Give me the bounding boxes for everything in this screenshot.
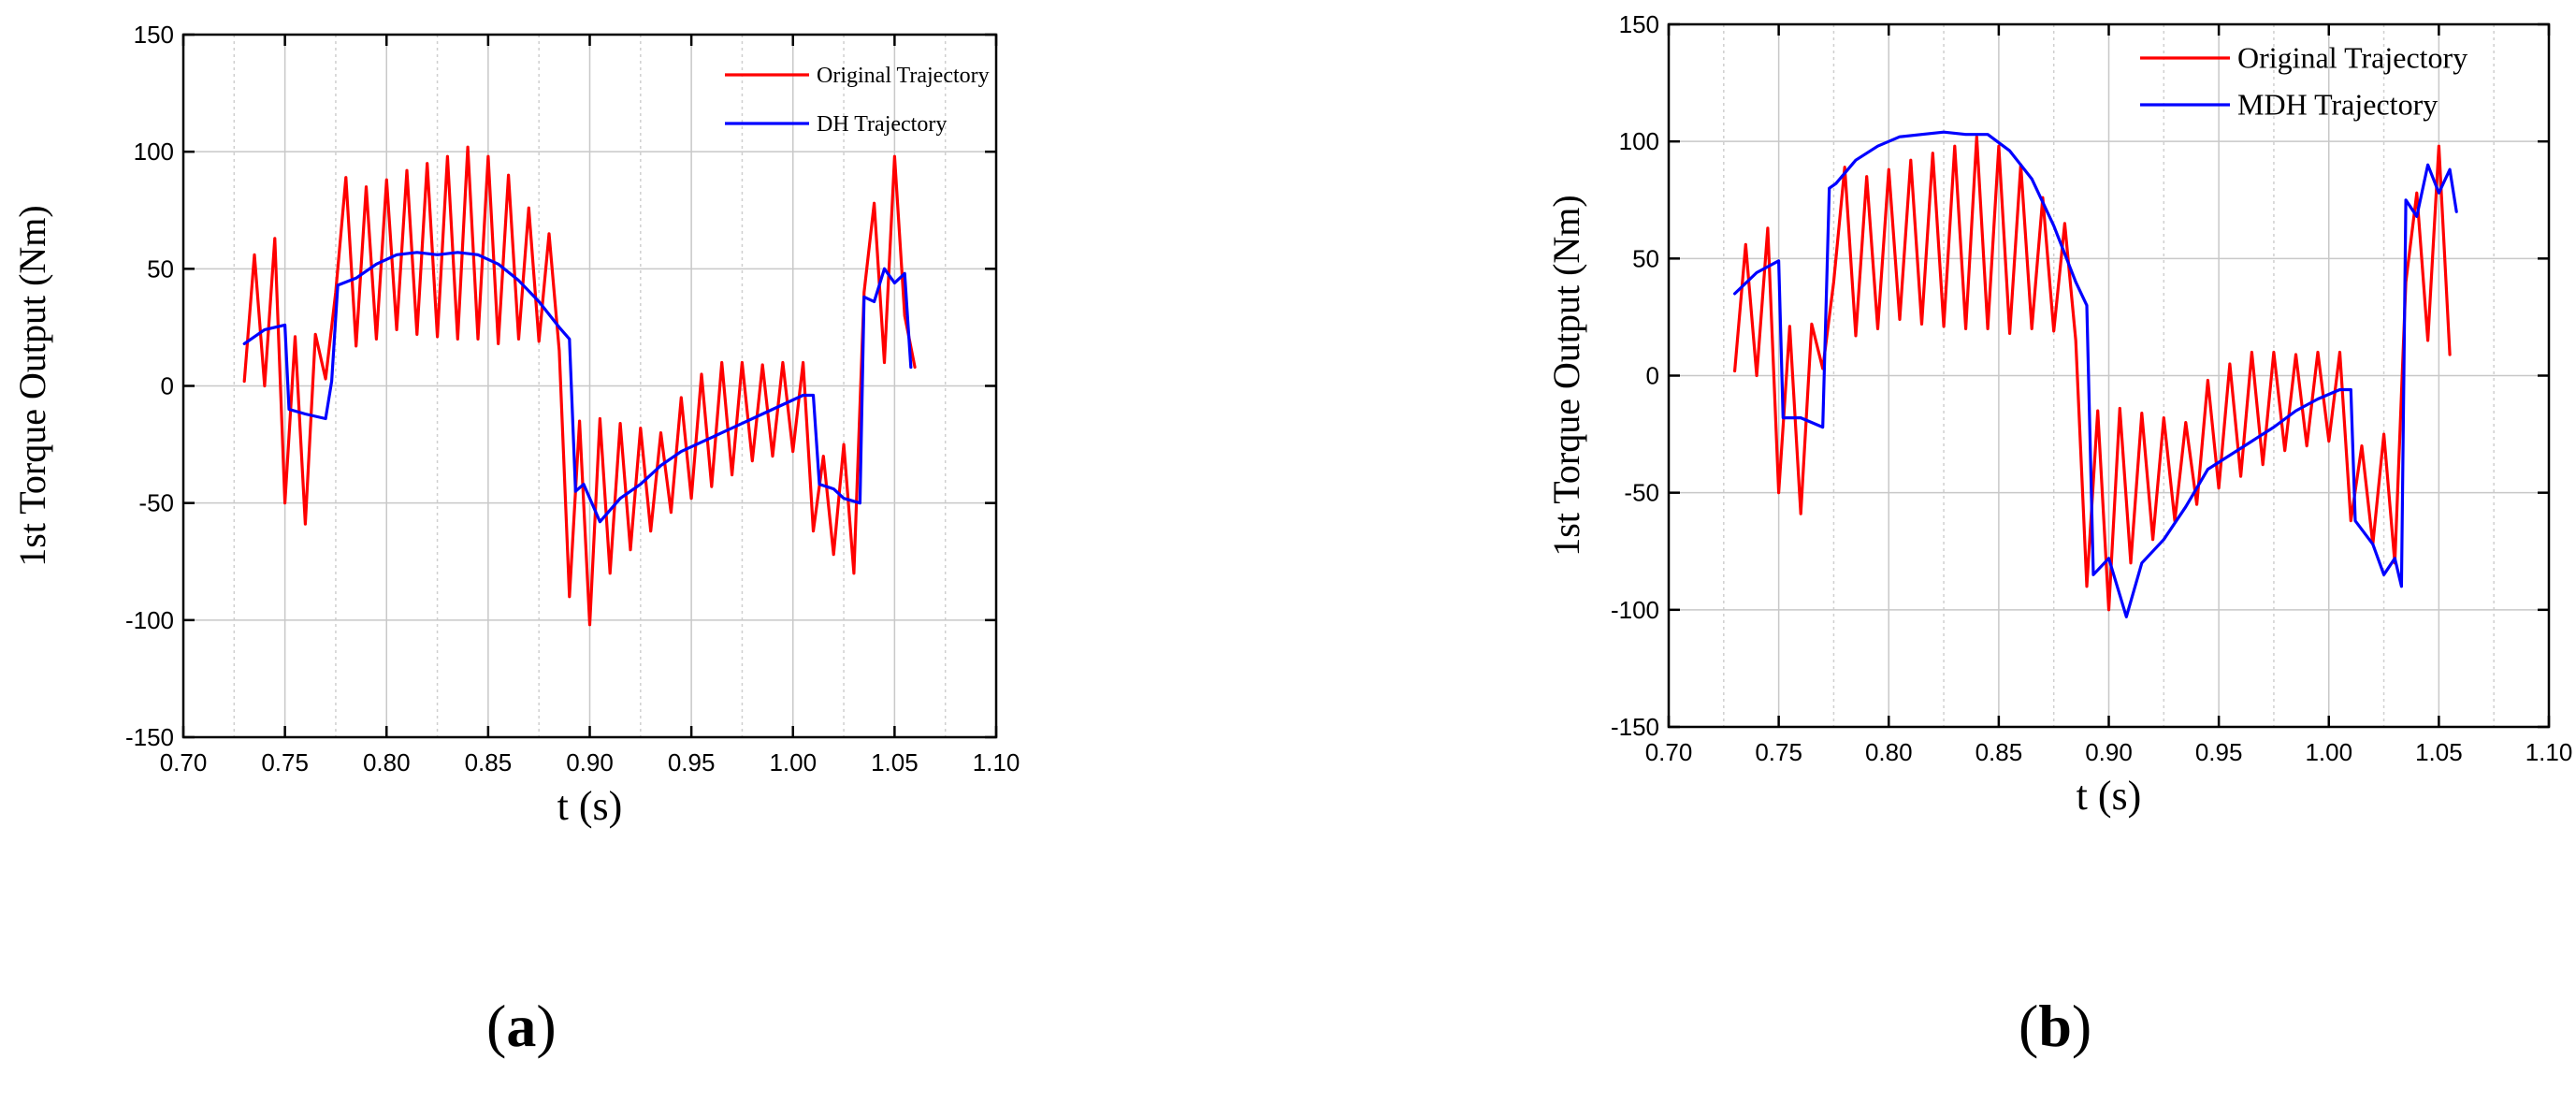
- y-axis-label: 1st Torque Output (Nm): [11, 205, 53, 566]
- x-tick-label: 1.10: [973, 748, 1020, 776]
- x-tick-label: 1.05: [871, 748, 919, 776]
- chart-panel-a: 0.70 0.75 0.80 0.85 0.90 0.95 1.00 1.05 1.10 -150…: [11, 21, 1020, 829]
- legend-label-0: Original Trajectory: [817, 64, 990, 88]
- panel-label-a-letter: a: [506, 993, 537, 1059]
- y-axis-label: 1st Torque Output (Nm): [1545, 195, 1587, 556]
- x-tick-label: 0.85: [465, 748, 513, 776]
- x-tick-label: 0.70: [160, 748, 208, 776]
- series-line-mdh-trajectory: [1732, 130, 2458, 618]
- y-tick-label: 100: [134, 138, 174, 166]
- panel-label-a: (a): [486, 993, 557, 1059]
- y-tick-label: 0: [161, 372, 174, 400]
- x-tick-label: 0.95: [2195, 738, 2243, 766]
- x-axis-label: t (s): [557, 783, 623, 829]
- y-tick-label: -150: [125, 723, 174, 751]
- series-line-dh-trajectory: [242, 251, 913, 524]
- x-tick-label: 0.85: [1975, 738, 2023, 766]
- x-tick-label: 0.90: [2085, 738, 2133, 766]
- y-tick-label: 100: [1619, 127, 1659, 155]
- y-tick-label: 0: [1646, 362, 1659, 390]
- y-tick-label: -150: [1611, 713, 1659, 741]
- y-tick-label: -50: [138, 489, 174, 517]
- x-tick-label: 1.00: [2305, 738, 2352, 766]
- y-tick-label: -50: [1624, 479, 1659, 507]
- series-line-original-trajectory: [242, 145, 917, 627]
- x-tick-label: 0.80: [1865, 738, 1913, 766]
- x-tick-label: 0.80: [363, 748, 411, 776]
- x-tick-label: 0.70: [1645, 738, 1693, 766]
- chart-panel-b: 0.70 0.75 0.80 0.85 0.90 0.95 1.00 1.05 1.10 -150…: [1545, 10, 2572, 819]
- y-tick-label: -100: [1611, 596, 1659, 624]
- y-tick-label: 50: [147, 254, 174, 283]
- x-tick-label: 0.75: [1755, 738, 1802, 766]
- legend-label-0: Original Trajectory: [2237, 41, 2467, 75]
- y-tick-label: 50: [1632, 244, 1659, 272]
- x-tick-label: 1.10: [2525, 738, 2573, 766]
- x-tick-label: 0.95: [668, 748, 716, 776]
- x-tick-label: 0.90: [566, 748, 614, 776]
- panel-label-b-letter: b: [2038, 993, 2072, 1059]
- legend-label-1: DH Trajectory: [817, 112, 947, 137]
- x-tick-label: 0.75: [261, 748, 309, 776]
- legend-label-1: MDH Trajectory: [2237, 88, 2438, 122]
- x-axis-label: t (s): [2077, 773, 2142, 819]
- y-tick-label: 150: [134, 21, 174, 49]
- y-tick-label: 150: [1619, 10, 1659, 38]
- y-tick-label: -100: [125, 606, 174, 634]
- x-tick-label: 1.00: [769, 748, 817, 776]
- panel-label-b: (b): [2019, 993, 2092, 1059]
- x-tick-label: 1.05: [2415, 738, 2463, 766]
